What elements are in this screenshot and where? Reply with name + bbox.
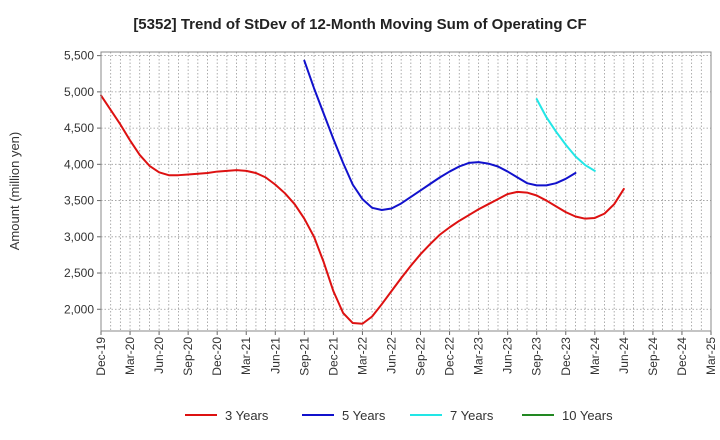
x-tick-label: Mar-21 xyxy=(239,337,253,375)
legend-label: 10 Years xyxy=(562,408,613,423)
legend: 3 Years 5 Years 7 Years 10 Years xyxy=(185,408,613,423)
legend-label: 3 Years xyxy=(225,408,269,423)
y-axis-ticks: 2,000 2,500 3,000 3,500 4,000 4,500 5,000 5,500 xyxy=(64,49,101,316)
x-tick-label: Jun-24 xyxy=(617,337,631,374)
x-tick-label: Sep-20 xyxy=(181,337,195,376)
plot-frame xyxy=(100,51,712,332)
x-tick-label: Dec-23 xyxy=(559,337,573,376)
x-tick-label: Dec-20 xyxy=(210,337,224,376)
x-tick-label: Dec-19 xyxy=(94,337,108,376)
y-tick-label: 4,000 xyxy=(64,157,94,171)
chart-title: [5352] Trend of StDev of 12-Month Moving… xyxy=(133,16,586,33)
x-tick-label: Dec-21 xyxy=(326,337,340,376)
legend-label: 7 Years xyxy=(450,408,494,423)
x-tick-label: Mar-23 xyxy=(472,337,486,375)
x-tick-label: Jun-21 xyxy=(268,337,282,374)
legend-label: 5 Years xyxy=(342,408,386,423)
x-tick-label: Mar-25 xyxy=(704,337,718,375)
y-tick-label: 2,000 xyxy=(64,302,94,316)
series-lines xyxy=(100,59,625,325)
y-tick-label: 3,500 xyxy=(64,194,94,208)
x-tick-label: Jun-22 xyxy=(384,337,398,374)
x-tick-label: Sep-23 xyxy=(530,337,544,376)
x-tick-label: Dec-24 xyxy=(675,337,689,376)
y-tick-label: 4,500 xyxy=(64,121,94,135)
y-tick-label: 3,000 xyxy=(64,230,94,244)
y-axis-label: Amount (million yen) xyxy=(7,132,22,251)
grid xyxy=(101,52,711,331)
series-line-5-years xyxy=(303,59,577,211)
x-tick-label: Sep-24 xyxy=(646,337,660,376)
x-tick-label: Mar-24 xyxy=(588,337,602,375)
x-axis-ticks: Dec-19 Mar-20 Jun-20 Sep-20 Dec-20 Mar-21 Jun-… xyxy=(94,331,718,376)
x-tick-label: Jun-20 xyxy=(152,337,166,374)
y-tick-label: 5,000 xyxy=(64,85,94,99)
y-tick-label: 2,500 xyxy=(64,266,94,280)
x-tick-label: Mar-20 xyxy=(123,337,137,375)
x-tick-label: Dec-22 xyxy=(443,337,457,376)
series-line-7-years xyxy=(535,98,596,172)
series-line-3-years xyxy=(100,94,625,325)
x-tick-label: Jun-23 xyxy=(501,337,515,374)
x-tick-label: Sep-22 xyxy=(414,337,428,376)
x-tick-label: Mar-22 xyxy=(355,337,369,375)
y-tick-label: 5,500 xyxy=(64,49,94,63)
x-tick-label: Sep-21 xyxy=(297,337,311,376)
